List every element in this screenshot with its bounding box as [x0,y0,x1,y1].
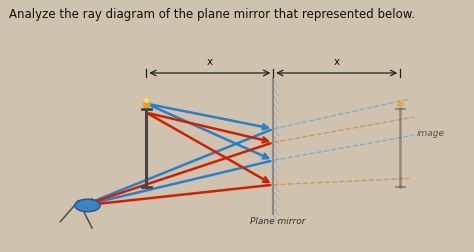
Text: x: x [207,57,213,67]
Text: image: image [417,129,445,138]
Text: x: x [334,57,340,67]
Text: Plane mirror: Plane mirror [250,217,306,226]
Ellipse shape [75,199,100,212]
Text: Analyze the ray diagram of the plane mirror that represented below.: Analyze the ray diagram of the plane mir… [9,8,416,21]
